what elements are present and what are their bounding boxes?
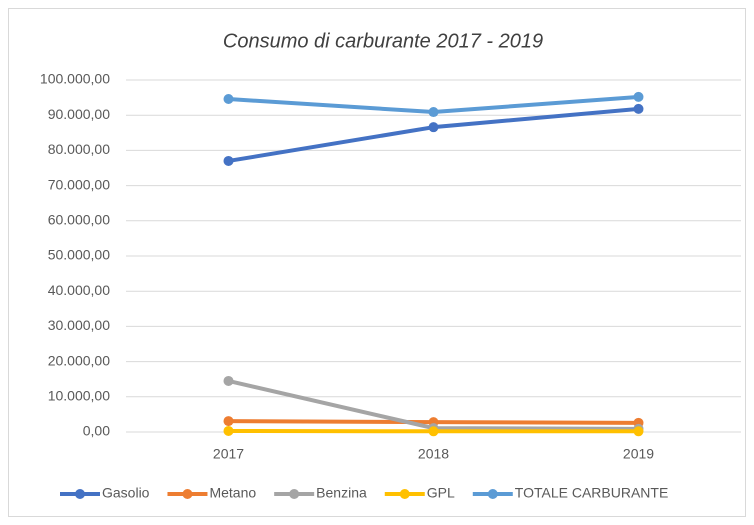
x-tick-label: 2019 bbox=[623, 446, 654, 462]
legend-marker bbox=[75, 489, 85, 499]
y-tick-label: 30.000,00 bbox=[48, 317, 110, 333]
y-tick-label: 10.000,00 bbox=[48, 388, 110, 404]
legend-label: Benzina bbox=[316, 485, 367, 501]
chart-title: Consumo di carburante 2017 - 2019 bbox=[223, 30, 543, 52]
data-point bbox=[223, 155, 234, 166]
y-tick-label: 40.000,00 bbox=[48, 282, 110, 298]
x-tick-label: 2017 bbox=[213, 446, 244, 462]
legend-label: TOTALE CARBURANTE bbox=[515, 485, 669, 501]
y-tick-label: 100.000,00 bbox=[40, 71, 110, 87]
data-point bbox=[223, 416, 234, 427]
legend-marker bbox=[289, 489, 300, 499]
y-tick-label: 0,00 bbox=[83, 423, 110, 439]
legend-label: GPL bbox=[427, 485, 455, 501]
data-point bbox=[428, 122, 439, 133]
data-point bbox=[223, 375, 234, 386]
y-tick-label: 90.000,00 bbox=[48, 106, 110, 122]
legend-label: Gasolio bbox=[102, 485, 150, 501]
legend-marker bbox=[399, 489, 410, 499]
data-point bbox=[428, 107, 439, 118]
data-point bbox=[633, 426, 644, 437]
y-tick-label: 80.000,00 bbox=[48, 141, 110, 157]
data-point bbox=[223, 94, 234, 105]
legend-marker bbox=[487, 489, 498, 499]
data-point bbox=[633, 103, 644, 114]
y-tick-label: 50.000,00 bbox=[48, 247, 110, 263]
data-point bbox=[223, 425, 234, 436]
x-tick-label: 2018 bbox=[418, 446, 449, 462]
y-tick-label: 70.000,00 bbox=[48, 176, 110, 192]
legend-marker bbox=[182, 489, 193, 499]
data-point bbox=[428, 426, 439, 437]
data-point bbox=[633, 91, 644, 102]
chart-frame bbox=[8, 8, 746, 517]
y-tick-label: 60.000,00 bbox=[48, 212, 110, 228]
y-tick-label: 20.000,00 bbox=[48, 352, 110, 368]
legend-label: Metano bbox=[209, 485, 256, 501]
